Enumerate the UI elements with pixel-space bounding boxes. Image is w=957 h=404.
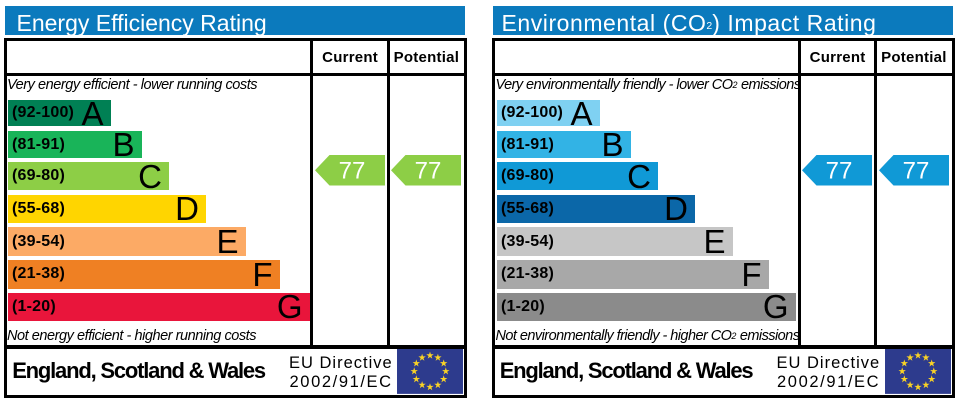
svg-text:77: 77 [826,158,853,185]
svg-text:77: 77 [415,158,442,185]
svg-text:77: 77 [338,158,365,185]
svg-text:77: 77 [902,158,929,185]
